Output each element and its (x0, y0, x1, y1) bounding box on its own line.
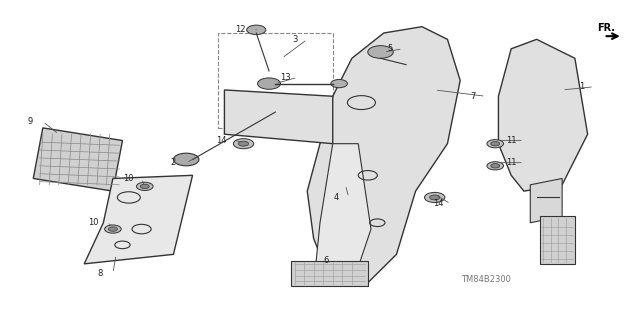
Text: 11: 11 (506, 136, 516, 145)
Text: 14: 14 (216, 136, 227, 145)
Polygon shape (314, 144, 371, 286)
Circle shape (140, 184, 149, 189)
Text: 10: 10 (124, 174, 134, 183)
Circle shape (429, 195, 440, 200)
Circle shape (491, 141, 500, 146)
Circle shape (246, 25, 266, 34)
Circle shape (368, 46, 394, 58)
Text: 12: 12 (235, 25, 246, 34)
Text: 3: 3 (292, 35, 297, 44)
Polygon shape (33, 128, 122, 191)
Polygon shape (499, 39, 588, 191)
Circle shape (108, 227, 117, 231)
Circle shape (487, 140, 504, 148)
Text: 8: 8 (97, 269, 103, 278)
Text: 5: 5 (387, 44, 393, 53)
Text: FR.: FR. (597, 23, 615, 33)
Text: 2: 2 (171, 158, 176, 167)
Circle shape (424, 192, 445, 203)
Circle shape (234, 139, 253, 149)
Polygon shape (531, 178, 562, 223)
Circle shape (104, 225, 121, 233)
Polygon shape (225, 90, 333, 144)
Polygon shape (84, 175, 193, 264)
Polygon shape (307, 27, 460, 286)
Text: 9: 9 (28, 117, 33, 126)
Circle shape (257, 78, 280, 89)
Text: 13: 13 (280, 73, 291, 82)
Text: TM84B2300: TM84B2300 (461, 275, 511, 284)
Circle shape (487, 162, 504, 170)
Circle shape (331, 79, 348, 88)
Circle shape (239, 141, 248, 146)
Text: 10: 10 (88, 218, 99, 227)
Text: 14: 14 (433, 199, 443, 208)
Text: 1: 1 (579, 82, 584, 91)
Polygon shape (291, 261, 368, 286)
Circle shape (136, 182, 153, 190)
Text: 7: 7 (470, 92, 476, 101)
Circle shape (491, 164, 500, 168)
Circle shape (173, 153, 199, 166)
Text: 6: 6 (324, 256, 329, 265)
Text: 4: 4 (333, 193, 339, 202)
Text: 11: 11 (506, 158, 516, 167)
Polygon shape (540, 216, 575, 264)
